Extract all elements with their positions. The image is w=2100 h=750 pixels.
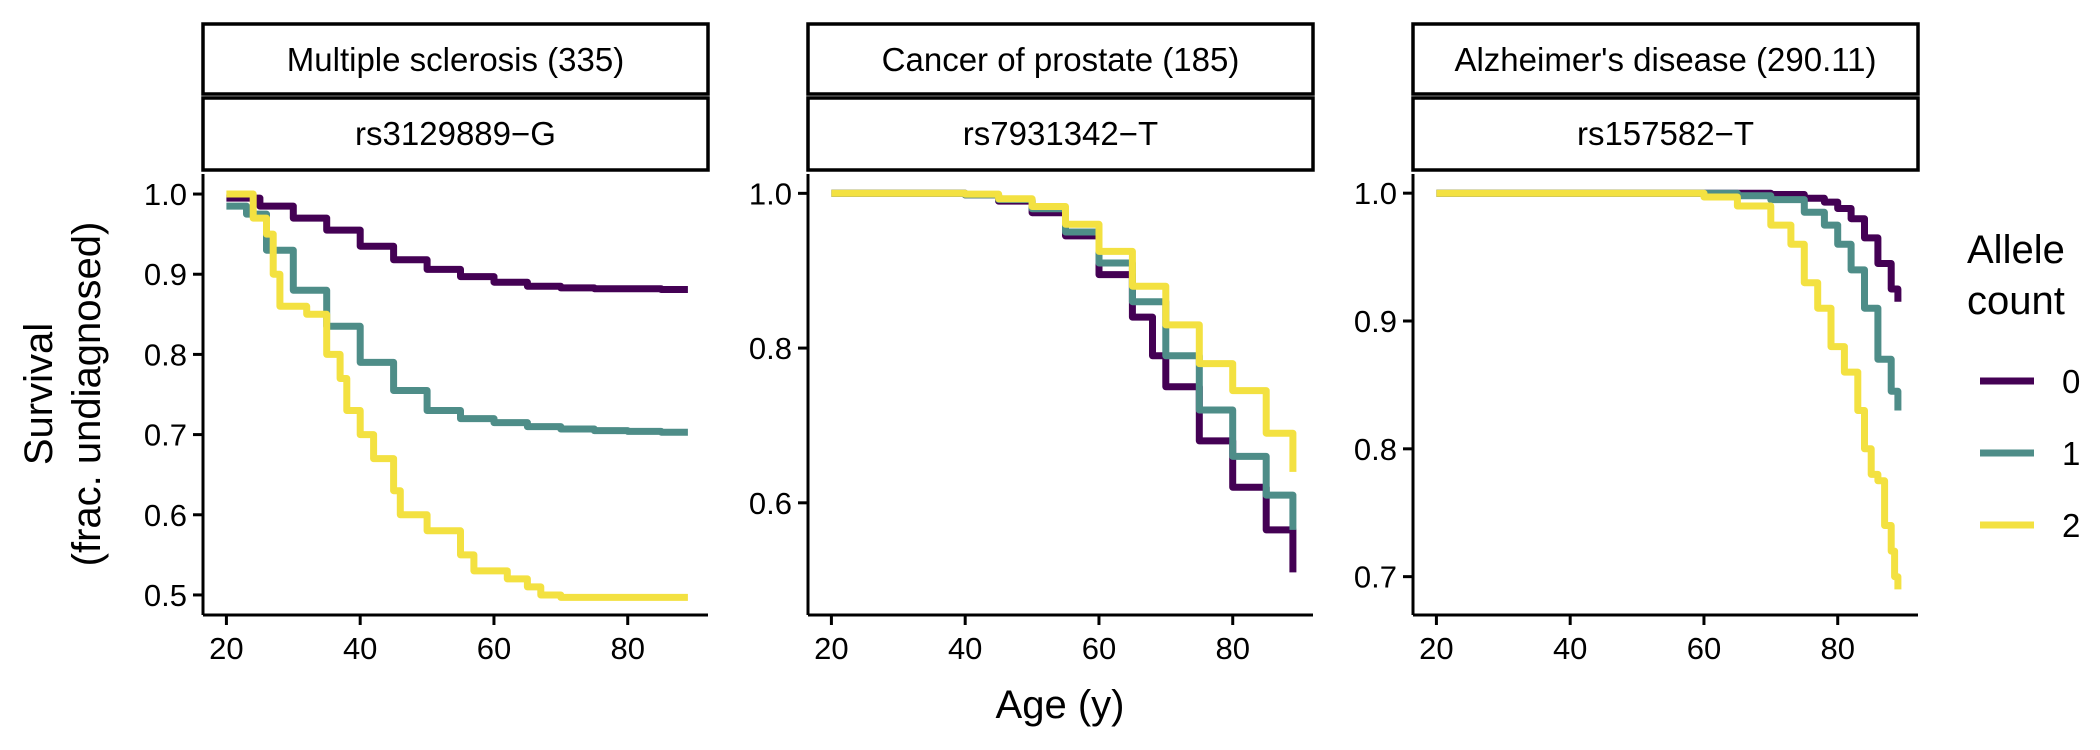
strip-top-box xyxy=(806,22,1315,96)
legend-label-2: 2 xyxy=(2062,507,2080,544)
x-tick-label: 40 xyxy=(343,631,377,666)
x-tick-label: 40 xyxy=(1553,631,1587,666)
x-tick-label: 20 xyxy=(209,631,243,666)
y-tick-label: 0.7 xyxy=(144,418,187,453)
y-tick-label: 1.0 xyxy=(1354,176,1397,211)
y-tick-label: 0.6 xyxy=(144,498,187,533)
x-tick-label: 20 xyxy=(814,631,848,666)
series-lines xyxy=(226,190,688,601)
y-tick-label: 0.6 xyxy=(749,486,792,521)
y-ticks: 0.5 0.6 0.7 0.8 0.9 1.0 xyxy=(144,177,203,613)
series-line-allele-1 xyxy=(226,202,688,436)
strip-top-label: Cancer of prostate (185) xyxy=(882,41,1240,78)
series-line-allele-0 xyxy=(1436,189,1902,302)
strip-bottom-label: rs157582−T xyxy=(1577,115,1754,152)
y-ticks: 0.6 0.8 1.0 xyxy=(749,176,808,521)
panel-alzheimers-disease: Alzheimer's disease (290.11) rs157582−T … xyxy=(1354,22,1920,666)
y-tick-label: 0.8 xyxy=(749,331,792,366)
legend-label-1: 1 xyxy=(2062,435,2080,472)
series-line-allele-2 xyxy=(1436,189,1902,590)
series-line-allele-2 xyxy=(226,190,688,601)
x-tick-label: 60 xyxy=(1082,631,1116,666)
strip-bottom-box xyxy=(806,96,1315,172)
strip-bottom-label: rs7931342−T xyxy=(963,115,1158,152)
strip-top-label: Multiple sclerosis (335) xyxy=(287,41,624,78)
series-line-allele-0 xyxy=(226,194,688,293)
series-lines xyxy=(831,189,1297,573)
x-tick-label: 60 xyxy=(477,631,511,666)
series-line-allele-0 xyxy=(831,189,1297,573)
y-tick-label: 0.7 xyxy=(1354,560,1397,595)
y-tick-label: 0.5 xyxy=(144,578,187,613)
strip-top-box xyxy=(1411,22,1920,96)
y-tick-label: 1.0 xyxy=(144,177,187,212)
strip-bottom-label: rs3129889−G xyxy=(355,115,556,152)
legend: Allele count 0 1 2 xyxy=(1967,228,2080,544)
y-tick-label: 0.9 xyxy=(144,257,187,292)
legend-title-line2: count xyxy=(1967,279,2065,323)
series-line-allele-1 xyxy=(1436,189,1902,411)
legend-title-line1: Allele xyxy=(1967,228,2065,272)
y-tick-label: 0.9 xyxy=(1354,304,1397,339)
y-ticks: 0.7 0.8 0.9 1.0 xyxy=(1354,176,1413,595)
legend-entries: 0 1 2 xyxy=(1980,363,2080,544)
x-ticks: 20 40 60 80 xyxy=(814,615,1250,666)
panel-multiple-sclerosis: Multiple sclerosis (335) rs3129889−G 0.5… xyxy=(144,22,710,666)
strip-top-label: Alzheimer's disease (290.11) xyxy=(1454,41,1876,78)
x-tick-label: 80 xyxy=(1820,631,1854,666)
y-axis-title-line1: Survival xyxy=(17,323,61,465)
x-ticks: 20 40 60 80 xyxy=(209,615,645,666)
x-tick-label: 20 xyxy=(1419,631,1453,666)
y-tick-label: 0.8 xyxy=(1354,432,1397,467)
series-line-allele-2 xyxy=(831,189,1297,472)
panel-cancer-of-prostate: Cancer of prostate (185) rs7931342−T 0.6… xyxy=(749,22,1315,666)
x-axis-title: Age (y) xyxy=(996,683,1125,727)
x-ticks: 20 40 60 80 xyxy=(1419,615,1855,666)
strip-top-box xyxy=(201,22,710,96)
legend-label-0: 0 xyxy=(2062,363,2080,400)
series-lines xyxy=(1436,189,1902,590)
x-tick-label: 80 xyxy=(610,631,644,666)
strip-bottom-box xyxy=(201,96,710,172)
y-axis-title-line2: (frac. undiagnosed) xyxy=(65,222,109,567)
x-tick-label: 40 xyxy=(948,631,982,666)
y-tick-label: 0.8 xyxy=(144,337,187,372)
y-tick-label: 1.0 xyxy=(749,176,792,211)
x-tick-label: 80 xyxy=(1215,631,1249,666)
strip-bottom-box xyxy=(1411,96,1920,172)
x-tick-label: 60 xyxy=(1687,631,1721,666)
